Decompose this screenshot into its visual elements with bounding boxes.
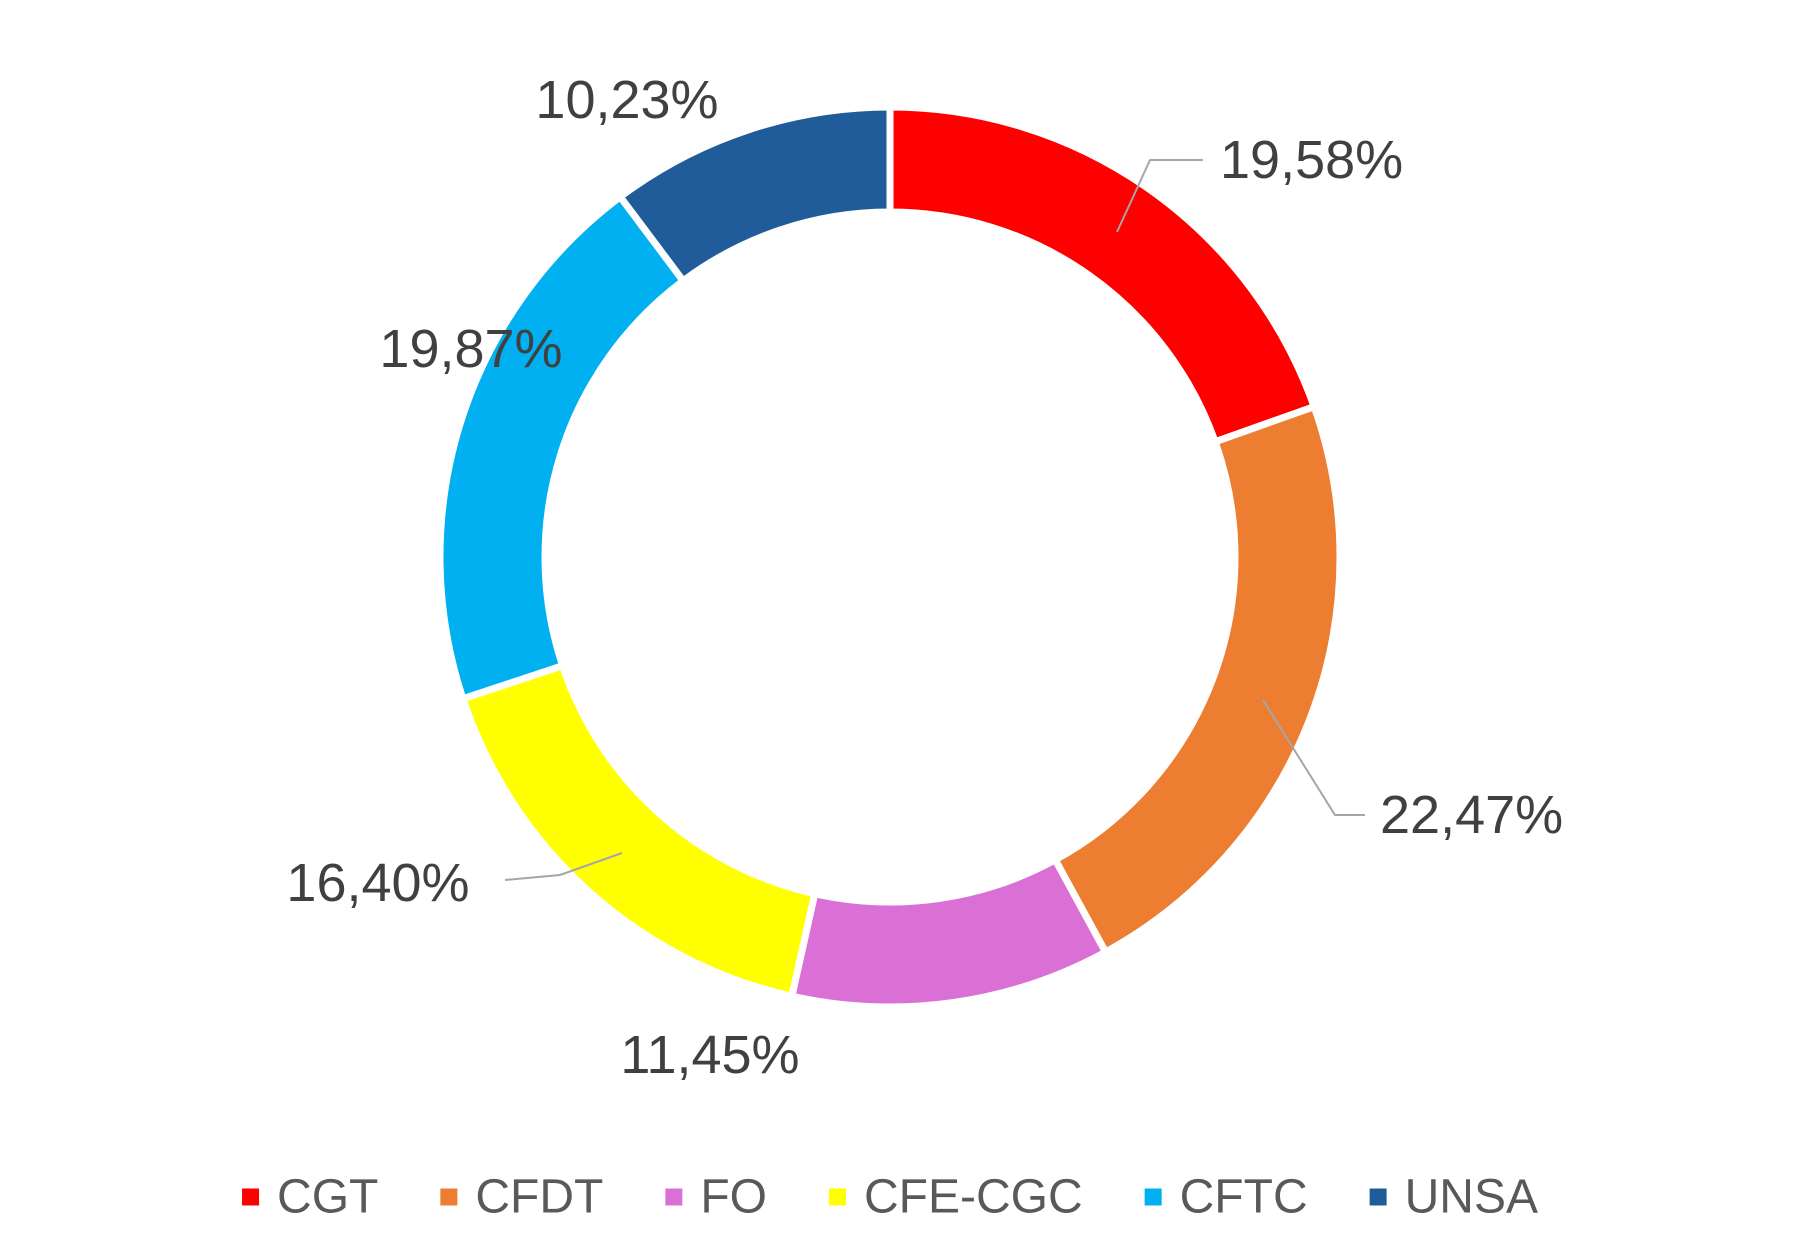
legend-swatch-cgt — [242, 1188, 260, 1206]
legend-item-unsa: UNSA — [1369, 1171, 1538, 1224]
legend-label-cfdt: CFDT — [475, 1171, 603, 1224]
data-label-cfdt: 22,47% — [1380, 785, 1563, 845]
legend-swatch-cftc — [1144, 1188, 1162, 1206]
legend-label-cgt: CGT — [277, 1171, 378, 1224]
legend-swatch-cfe-cgc — [828, 1188, 846, 1206]
slice-fo — [787, 855, 1111, 1011]
leader-lines-group — [504, 159, 1365, 881]
data-label-unsa: 10,23% — [535, 70, 718, 130]
legend-item-cgt: CGT — [242, 1171, 378, 1224]
data-label-cfe-cgc: 16,40% — [286, 853, 469, 913]
data-labels-group: 19,58% 22,47% 11,45% 16,40% 19,87% 10,23% — [286, 70, 1563, 1085]
legend-label-cftc: CFTC — [1180, 1171, 1308, 1224]
data-label-fo: 11,45% — [620, 1025, 799, 1085]
legend-item-cfdt: CFDT — [440, 1171, 603, 1224]
slices-group — [436, 103, 1344, 1011]
legend-label-unsa: UNSA — [1405, 1171, 1538, 1224]
legend-label-cfe-cgc: CFE-CGC — [864, 1171, 1083, 1224]
legend-swatch-cfdt — [440, 1188, 458, 1206]
data-label-cgt: 19,58% — [1220, 130, 1403, 190]
leader-line-cfe-cgc — [504, 852, 623, 881]
slice-cfdt — [1050, 402, 1344, 957]
leader-line-cfdt — [1262, 699, 1365, 816]
legend-item-fo: FO — [665, 1171, 767, 1224]
legend: CGT CFDT FO CFE-CGC CFTC UNSA — [242, 1171, 1538, 1224]
leader-line-cgt — [1116, 159, 1203, 233]
slice-cftc — [436, 191, 689, 704]
legend-label-fo: FO — [700, 1171, 767, 1224]
slice-unsa — [615, 103, 894, 286]
data-label-cftc: 19,87% — [379, 319, 562, 379]
legend-item-cftc: CFTC — [1144, 1171, 1308, 1224]
legend-swatch-unsa — [1369, 1188, 1387, 1206]
slice-cfe-cgc — [458, 661, 819, 1001]
legend-swatch-fo — [665, 1188, 683, 1206]
legend-item-cfe-cgc: CFE-CGC — [828, 1171, 1083, 1224]
